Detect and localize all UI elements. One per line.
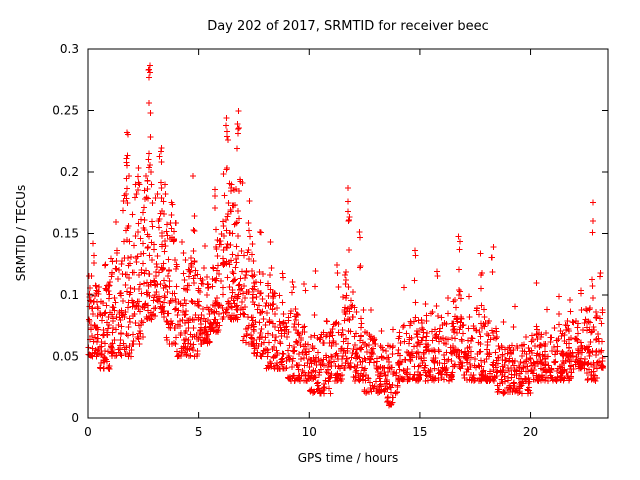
y-tick-label: 0.25 — [52, 104, 79, 118]
axis-tick-labels: 0 5 10 15 20 0 0.05 0.1 0.15 0.2 0.25 0.3 — [52, 42, 538, 439]
y-tick-label: 0.1 — [60, 288, 79, 302]
y-tick-label: 0 — [71, 411, 79, 425]
y-axis-label: SRMTID / TECUs — [14, 185, 28, 281]
y-tick-label: 0.3 — [60, 42, 79, 56]
x-tick-label: 0 — [84, 425, 92, 439]
x-tick-label: 10 — [302, 425, 317, 439]
chart-title: Day 202 of 2017, SRMTID for receiver bee… — [207, 19, 489, 34]
y-tick-label: 0.05 — [52, 350, 79, 364]
y-tick-label: 0.15 — [52, 227, 79, 241]
scatter-points — [85, 62, 606, 409]
x-tick-label: 5 — [195, 425, 203, 439]
y-tick-label: 0.2 — [60, 165, 79, 179]
x-tick-label: 15 — [412, 425, 427, 439]
x-tick-label: 20 — [523, 425, 538, 439]
x-axis-label: GPS time / hours — [298, 451, 399, 465]
plot-border — [87, 48, 609, 419]
